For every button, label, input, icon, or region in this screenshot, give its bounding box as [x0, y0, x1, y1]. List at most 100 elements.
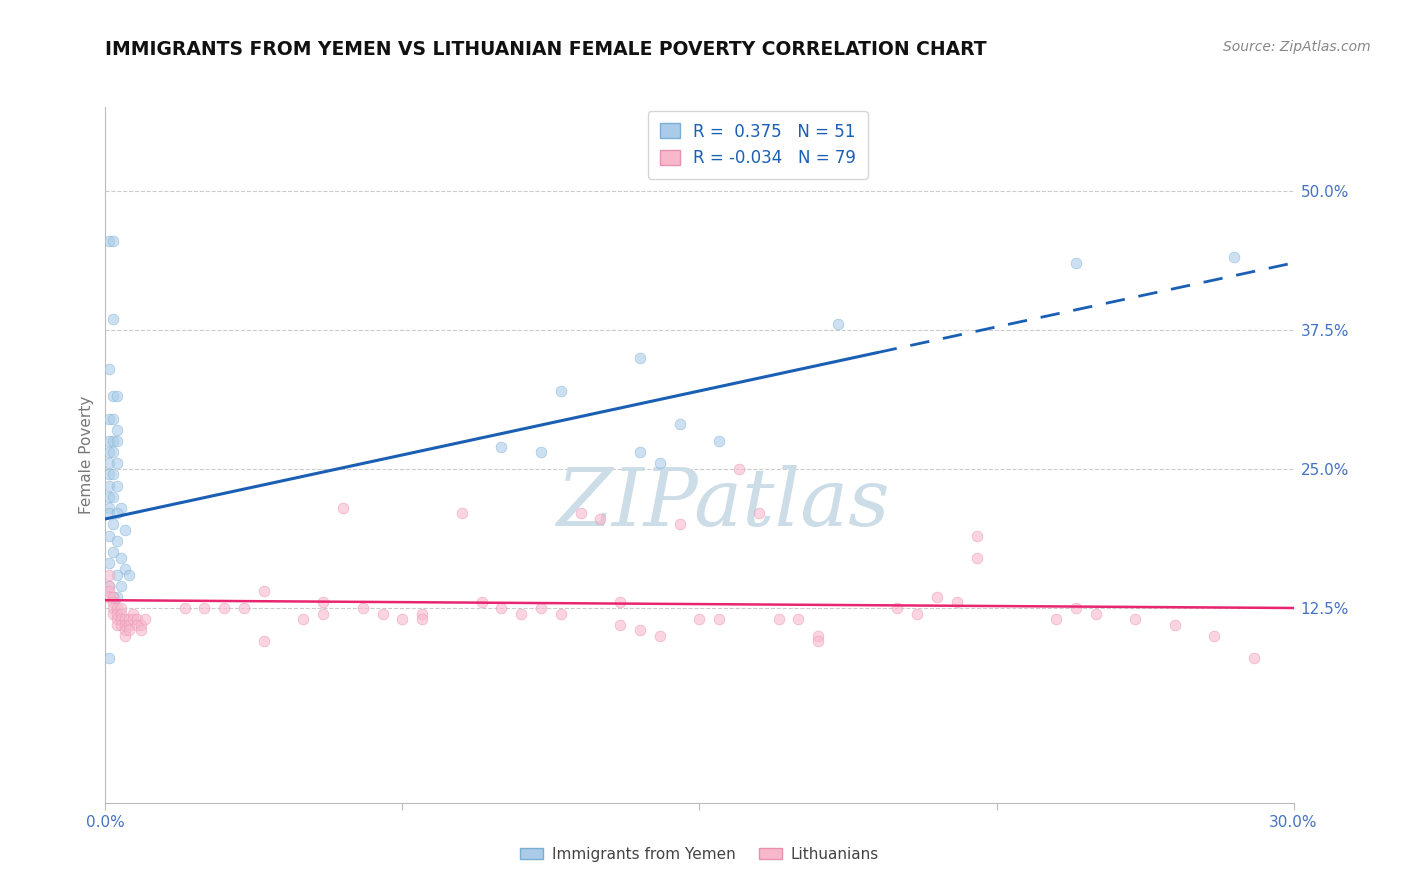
Point: [530, 445, 553, 459]
Point: [98, 557, 121, 571]
Point: [668, 517, 690, 532]
Point: [98, 579, 121, 593]
Point: [98, 456, 121, 470]
Point: [1064, 256, 1087, 270]
Point: [103, 545, 125, 559]
Point: [105, 567, 128, 582]
Point: [114, 562, 136, 576]
Text: ZIPatlas: ZIPatlas: [557, 465, 890, 542]
Point: [1064, 601, 1087, 615]
Point: [98, 651, 121, 665]
Point: [886, 601, 908, 615]
Point: [352, 601, 374, 615]
Point: [103, 434, 125, 448]
Point: [787, 612, 810, 626]
Point: [105, 434, 128, 448]
Point: [98, 411, 121, 425]
Point: [807, 629, 830, 643]
Point: [98, 467, 121, 482]
Point: [768, 612, 790, 626]
Point: [98, 579, 121, 593]
Point: [371, 607, 394, 621]
Point: [312, 607, 335, 621]
Text: IMMIGRANTS FROM YEMEN VS LITHUANIAN FEMALE POVERTY CORRELATION CHART: IMMIGRANTS FROM YEMEN VS LITHUANIAN FEMA…: [105, 40, 987, 59]
Point: [98, 590, 121, 604]
Point: [122, 607, 145, 621]
Point: [105, 607, 128, 621]
Point: [110, 550, 132, 565]
Point: [118, 567, 141, 582]
Point: [1084, 607, 1107, 621]
Point: [98, 434, 121, 448]
Y-axis label: Female Poverty: Female Poverty: [79, 396, 94, 514]
Point: [103, 467, 125, 482]
Point: [103, 411, 125, 425]
Point: [550, 607, 572, 621]
Point: [905, 607, 928, 621]
Point: [827, 317, 849, 331]
Point: [118, 624, 141, 638]
Point: [103, 595, 125, 609]
Point: [332, 500, 354, 515]
Point: [98, 567, 121, 582]
Point: [118, 612, 141, 626]
Point: [105, 590, 128, 604]
Point: [491, 601, 513, 615]
Point: [491, 440, 513, 454]
Point: [98, 445, 121, 459]
Point: [253, 584, 276, 599]
Point: [1045, 612, 1067, 626]
Point: [105, 507, 128, 521]
Text: Source: ZipAtlas.com: Source: ZipAtlas.com: [1223, 40, 1371, 54]
Point: [946, 595, 969, 609]
Point: [103, 490, 125, 504]
Point: [114, 617, 136, 632]
Point: [391, 612, 413, 626]
Point: [98, 507, 121, 521]
Point: [105, 478, 128, 492]
Point: [609, 617, 631, 632]
Point: [292, 612, 315, 626]
Point: [103, 389, 125, 403]
Point: [411, 612, 433, 626]
Point: [925, 590, 948, 604]
Point: [103, 607, 125, 621]
Point: [103, 590, 125, 604]
Point: [110, 601, 132, 615]
Point: [510, 607, 533, 621]
Point: [689, 612, 711, 626]
Point: [114, 629, 136, 643]
Point: [709, 434, 731, 448]
Point: [98, 500, 121, 515]
Point: [1164, 617, 1187, 632]
Point: [114, 624, 136, 638]
Legend: Immigrants from Yemen, Lithuanians: Immigrants from Yemen, Lithuanians: [513, 841, 886, 868]
Point: [253, 634, 276, 648]
Point: [103, 311, 125, 326]
Point: [105, 534, 128, 549]
Point: [1123, 612, 1146, 626]
Point: [233, 601, 256, 615]
Point: [105, 601, 128, 615]
Point: [450, 507, 472, 521]
Point: [748, 507, 770, 521]
Point: [807, 634, 830, 648]
Point: [114, 612, 136, 626]
Point: [648, 629, 671, 643]
Point: [127, 612, 149, 626]
Point: [966, 528, 988, 542]
Point: [110, 579, 132, 593]
Point: [628, 445, 651, 459]
Point: [129, 617, 152, 632]
Point: [628, 351, 651, 365]
Point: [609, 595, 631, 609]
Point: [214, 601, 236, 615]
Point: [105, 617, 128, 632]
Point: [173, 601, 195, 615]
Point: [966, 550, 988, 565]
Point: [648, 456, 671, 470]
Point: [110, 500, 132, 515]
Point: [411, 607, 433, 621]
Point: [103, 590, 125, 604]
Point: [127, 617, 149, 632]
